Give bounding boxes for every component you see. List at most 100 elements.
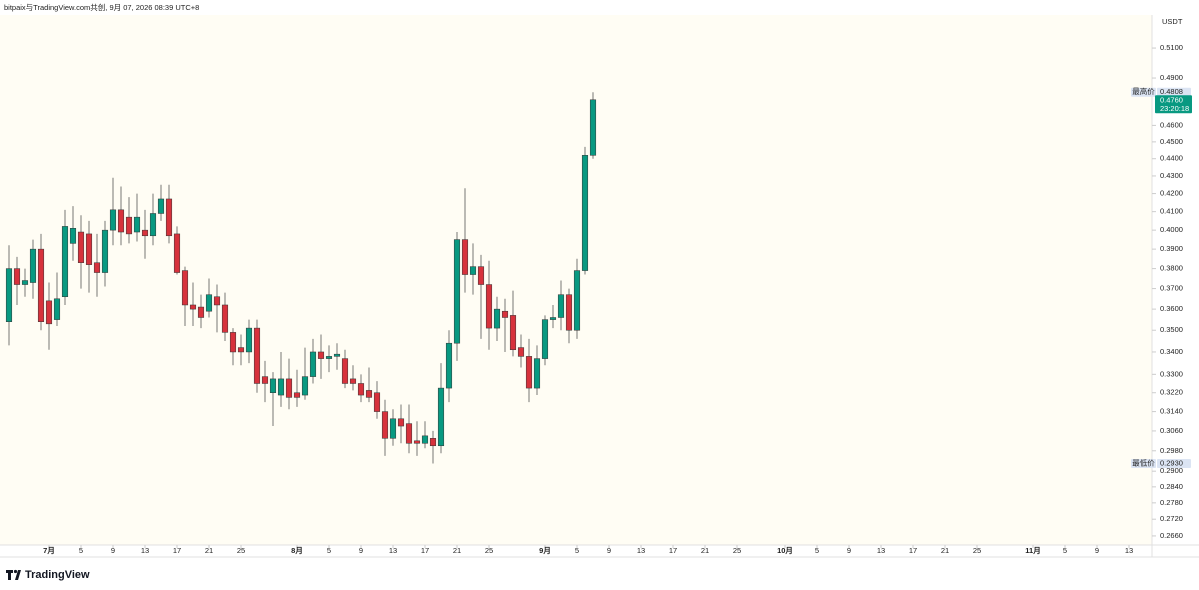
candle-body	[317, 351, 325, 359]
x-tick-label: 9	[359, 546, 363, 555]
x-tick-label: 5	[815, 546, 819, 555]
candle-body	[429, 438, 437, 447]
candle-body	[93, 262, 101, 273]
candle-body	[37, 248, 45, 322]
candle-body	[213, 296, 221, 306]
last-price-bg	[1155, 95, 1192, 114]
candle-body	[493, 308, 501, 329]
x-tick-label: 5	[327, 546, 331, 555]
candle-body	[101, 229, 109, 273]
candle-body	[469, 266, 477, 275]
candle-body	[437, 387, 445, 447]
candle-body	[517, 347, 525, 357]
candle-body	[253, 327, 261, 384]
x-tick-label: 5	[1063, 546, 1067, 555]
candle-body	[373, 392, 381, 412]
y-tick-label: 0.4100	[1160, 207, 1183, 216]
x-tick-label: 13	[877, 546, 885, 555]
x-tick-label: 21	[453, 546, 461, 555]
x-tick-label: 10月	[777, 546, 793, 555]
marker-name: 最低价	[1132, 457, 1155, 467]
y-tick-label: 0.4300	[1160, 171, 1183, 180]
marker-value-bg	[1157, 87, 1191, 97]
candle-body	[533, 358, 541, 389]
y-tick-label: 0.2720	[1160, 514, 1183, 523]
marker-value: 0.4808	[1160, 87, 1183, 96]
candle-body	[461, 239, 469, 275]
candle-body	[29, 248, 37, 283]
candle-body	[501, 310, 509, 318]
marker-name-bg	[1131, 87, 1156, 97]
x-tick-label: 17	[421, 546, 429, 555]
candle-body	[5, 268, 13, 322]
candle-body	[309, 351, 317, 377]
candle-body	[173, 233, 181, 273]
x-tick-label: 21	[701, 546, 709, 555]
brand-name: TradingView	[25, 569, 90, 581]
x-tick-label: 11月	[1025, 546, 1040, 555]
y-tick-label: 0.4900	[1160, 73, 1183, 82]
candle-body	[549, 317, 557, 320]
candle-body	[421, 435, 429, 444]
x-tick-label: 25	[733, 546, 741, 555]
y-tick-label: 0.4000	[1160, 225, 1183, 234]
candle-body	[141, 229, 149, 237]
y-tick-label: 0.3220	[1160, 388, 1183, 397]
y-tick-label: 0.3800	[1160, 264, 1183, 273]
x-tick-label: 17	[669, 546, 677, 555]
candle-body	[333, 353, 341, 357]
candle-body	[397, 418, 405, 427]
candle-body	[573, 270, 581, 331]
y-tick-label: 0.2900	[1160, 466, 1183, 475]
currency-label: USDT	[1162, 17, 1183, 26]
y-tick-label: 0.5100	[1160, 43, 1183, 52]
candle-body	[485, 284, 493, 329]
candle-body	[389, 418, 397, 439]
x-tick-label: 25	[237, 546, 245, 555]
candle-body	[557, 294, 565, 318]
candle-body	[269, 378, 277, 393]
x-tick-label: 13	[637, 546, 645, 555]
candle-body	[125, 216, 133, 235]
candle-body	[541, 319, 549, 359]
candle-body	[13, 268, 21, 285]
y-tick-label: 0.2780	[1160, 498, 1183, 507]
candle-body	[357, 383, 365, 396]
x-tick-label: 13	[389, 546, 397, 555]
x-tick-label: 5	[79, 546, 83, 555]
candle-body	[85, 233, 93, 265]
candle-body	[157, 198, 165, 214]
candle-body	[581, 155, 589, 271]
x-tick-label: 13	[141, 546, 149, 555]
candle-body	[165, 198, 173, 237]
candle-body	[61, 226, 69, 297]
candle-body	[261, 376, 269, 384]
candle-body	[301, 376, 309, 396]
candle-body	[477, 266, 485, 285]
candle-body	[117, 209, 125, 233]
candle-body	[205, 294, 213, 312]
candle-body	[509, 315, 517, 351]
x-tick-label: 25	[973, 546, 981, 555]
y-tick-label: 0.4600	[1160, 120, 1183, 129]
candle-body	[285, 378, 293, 398]
x-tick-label: 17	[173, 546, 181, 555]
candle-body	[181, 270, 189, 306]
candle-body	[325, 356, 333, 359]
candle-body	[109, 209, 117, 231]
candle-body	[229, 332, 237, 353]
candle-body	[381, 411, 389, 439]
x-tick-label: 9	[111, 546, 115, 555]
y-tick-label: 0.2660	[1160, 531, 1183, 540]
x-tick-label: 8月	[291, 546, 303, 555]
candle-body	[149, 213, 157, 237]
y-tick-label: 0.4500	[1160, 137, 1183, 146]
x-tick-label: 21	[941, 546, 949, 555]
candle-body	[245, 327, 253, 353]
last-price: 0.4760	[1160, 95, 1183, 104]
candle-body	[445, 342, 453, 389]
candle-body	[349, 378, 357, 384]
candle-body	[365, 390, 373, 398]
y-tick-label: 0.2980	[1160, 446, 1183, 455]
